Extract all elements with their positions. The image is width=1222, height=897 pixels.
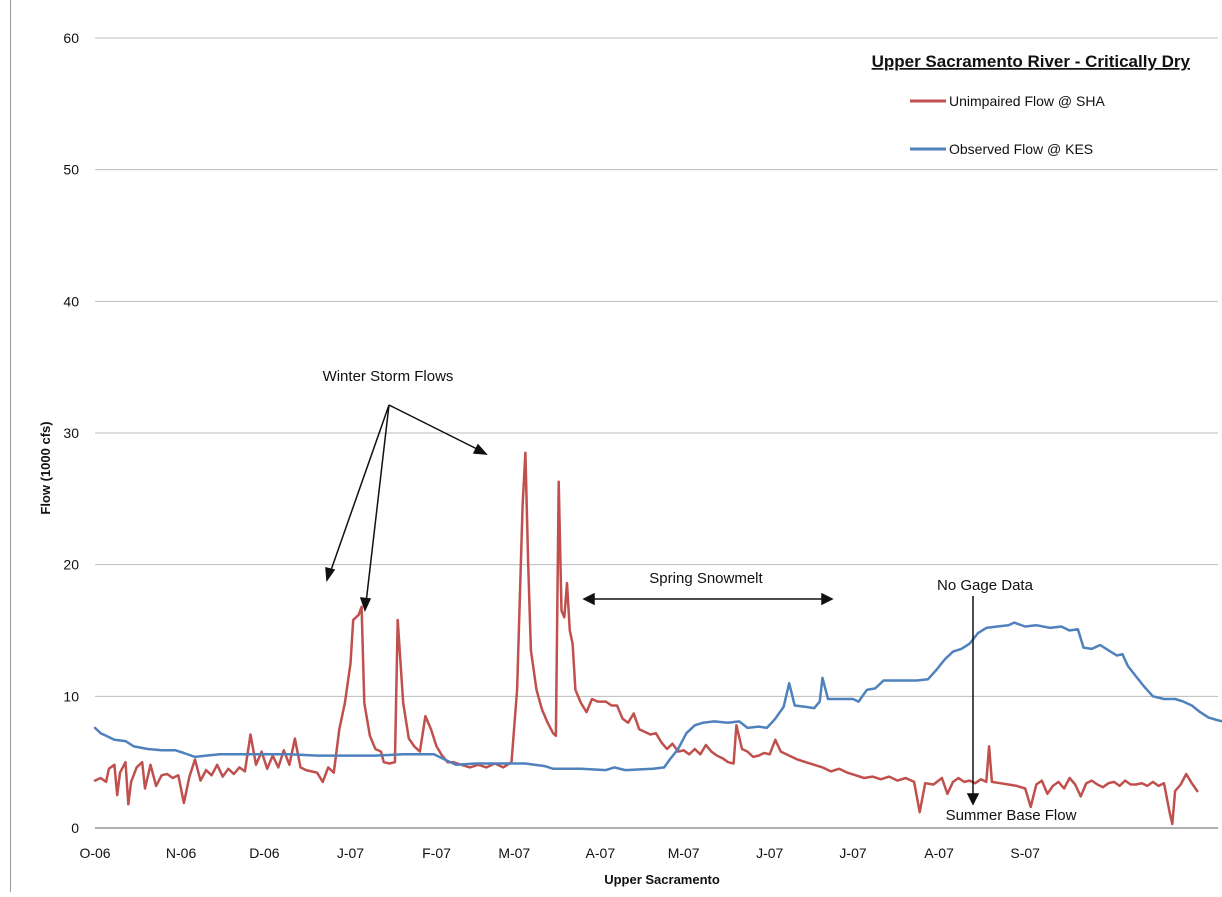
left-border-rule bbox=[10, 0, 11, 892]
y-tick-label: 10 bbox=[63, 688, 79, 704]
x-tick-labels: O-06 N-06 D-06 J-07 F-07 M-07 A-07 M-07 J-07 J-07… bbox=[79, 845, 1040, 861]
arrowhead-snowmelt-right bbox=[821, 592, 834, 606]
chart-title: Upper Sacramento River - Critically Dry bbox=[872, 52, 1191, 71]
x-tick-label: A-07 bbox=[586, 845, 616, 861]
arrowhead-storm-3 bbox=[472, 443, 488, 455]
arrow-storm-3 bbox=[388, 404, 480, 451]
legend-label-unimpaired: Unimpaired Flow @ SHA bbox=[949, 93, 1105, 109]
x-tick-label: J-07 bbox=[839, 845, 866, 861]
x-tick-label: M-07 bbox=[668, 845, 700, 861]
annotation-summer-base-flow: Summer Base Flow bbox=[946, 807, 1077, 824]
y-tick-labels: 0 10 20 30 40 50 60 bbox=[63, 30, 79, 836]
x-tick-label: F-07 bbox=[422, 845, 451, 861]
arrowhead-no-gage bbox=[966, 793, 980, 806]
arrow-storm-2 bbox=[365, 404, 390, 604]
x-tick-label: J-07 bbox=[337, 845, 364, 861]
annotation-no-gage-data: No Gage Data bbox=[937, 577, 1034, 594]
arrowhead-storm-2 bbox=[359, 597, 372, 613]
gridlines bbox=[95, 37, 1218, 829]
x-tick-label: D-06 bbox=[249, 845, 280, 861]
y-tick-label: 60 bbox=[63, 30, 79, 46]
y-tick-label: 30 bbox=[63, 425, 79, 441]
legend: Unimpaired Flow @ SHA Observed Flow @ KE… bbox=[910, 93, 1105, 157]
x-tick-label: A-07 bbox=[924, 845, 954, 861]
annotations: Winter Storm Flows Spring Snowmelt No Ga… bbox=[323, 368, 1077, 824]
x-axis-title: Upper Sacramento bbox=[604, 872, 720, 887]
annotation-arrows bbox=[325, 404, 980, 806]
x-tick-label: S-07 bbox=[1010, 845, 1040, 861]
legend-label-observed: Observed Flow @ KES bbox=[949, 141, 1093, 157]
annotation-winter-storm-flows: Winter Storm Flows bbox=[323, 368, 454, 385]
x-tick-label: J-07 bbox=[756, 845, 783, 861]
y-tick-label: 50 bbox=[63, 162, 79, 178]
series-line-observed-flow bbox=[93, 621, 1222, 772]
y-tick-label: 40 bbox=[63, 293, 79, 309]
y-tick-label: 20 bbox=[63, 557, 79, 573]
arrowhead-storm-1 bbox=[325, 567, 336, 583]
series-lines bbox=[93, 451, 1222, 826]
annotation-spring-snowmelt: Spring Snowmelt bbox=[649, 570, 763, 587]
y-axis-title: Flow (1000 cfs) bbox=[38, 421, 53, 514]
arrow-storm-1 bbox=[329, 404, 390, 574]
x-tick-label: N-06 bbox=[166, 845, 197, 861]
x-tick-label: M-07 bbox=[498, 845, 530, 861]
arrowhead-snowmelt-left bbox=[582, 592, 595, 606]
x-tick-label: O-06 bbox=[79, 845, 110, 861]
y-tick-label: 0 bbox=[71, 820, 79, 836]
